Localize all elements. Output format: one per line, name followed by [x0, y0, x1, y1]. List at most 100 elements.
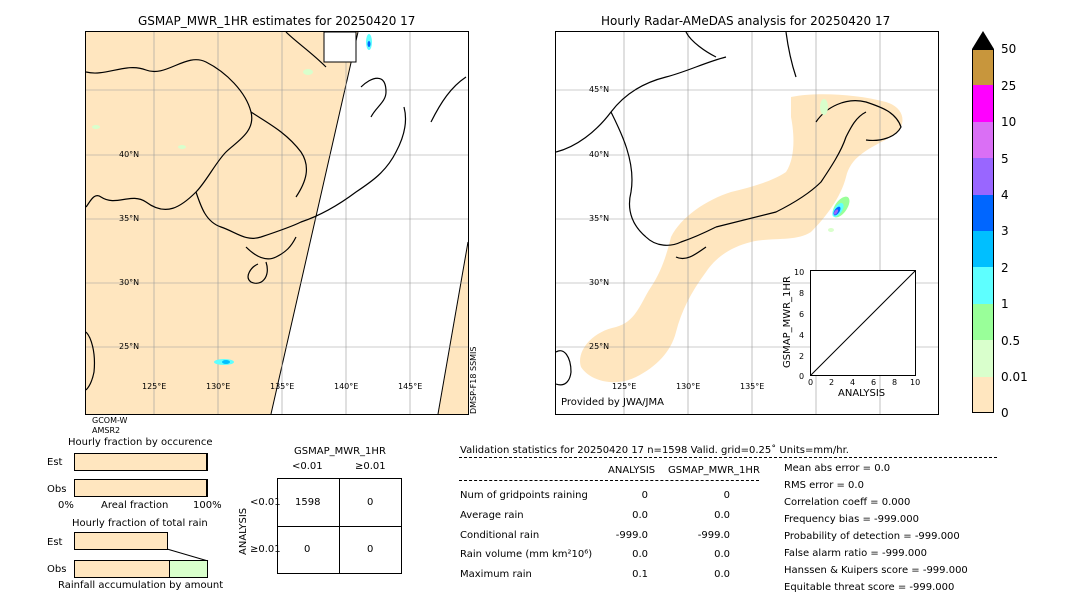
score-corr: Correlation coeff = 0.000	[784, 497, 911, 508]
colorbar-label-3: 3	[1001, 224, 1009, 238]
right-lat-label-25: 25°N	[589, 342, 610, 351]
contingency-grid	[277, 478, 402, 574]
scatter-xtick-0: 0	[808, 378, 814, 387]
colorbar-frame	[972, 49, 994, 413]
colorbar-label-0-01: 0.01	[1001, 370, 1028, 384]
colorbar-label-0: 0	[1001, 406, 1009, 420]
left-map-title: GSMAP_MWR_1HR estimates for 20250420 17	[138, 14, 416, 28]
validation-row-label: Average rain	[460, 510, 524, 521]
scatter-plot	[810, 270, 916, 376]
scatter-xtick-2: 2	[829, 378, 835, 387]
validation-row-gsmap: 0.0	[714, 510, 730, 521]
validation-row-label: Num of gridpoints raining	[460, 490, 588, 501]
scatter-xtick-6: 6	[871, 378, 877, 387]
contingency-row-axis: ANALYSIS	[238, 507, 249, 555]
left-lat-label-35: 35°N	[119, 214, 140, 223]
left-lon-label-125: 125°E	[142, 382, 167, 391]
right-lat-label-35: 35°N	[589, 214, 610, 223]
occurrence-title: Hourly fraction by occurence	[68, 437, 213, 448]
left-lon-label-130: 130°E	[206, 382, 231, 391]
scatter-xlabel: ANALYSIS	[838, 388, 886, 399]
colorbar-label-50: 50	[1001, 42, 1017, 56]
scatter-ylabel: GSMAP_MWR_1HR	[782, 276, 793, 368]
occurrence-obs-label: Obs	[47, 484, 67, 495]
colorbar-label-5: 5	[1001, 152, 1009, 166]
validation-row-label: Rain volume (mm km²10⁶)	[460, 549, 593, 560]
contingency-cell-fn: 0	[304, 544, 311, 555]
score-rmse: RMS error = 0.0	[784, 480, 864, 491]
scatter-xtick-10: 10	[910, 378, 921, 387]
contingency-cell-tp: 0	[367, 544, 374, 555]
right-lon-label-125: 125°E	[612, 382, 637, 391]
left-lon-label-135: 135°E	[270, 382, 295, 391]
score-far: False alarm ratio = -999.000	[784, 548, 927, 559]
left-lat-label-30: 30°N	[119, 278, 140, 287]
scatter-ytick-2: 2	[799, 352, 805, 361]
contingency-cell-tn: 1598	[295, 497, 321, 508]
right-map-title: Hourly Radar-AMeDAS analysis for 2025042…	[601, 14, 891, 28]
right-map: 45°N 40°N 35°N 30°N 25°N 125°E 130°E 135…	[555, 31, 939, 415]
rainfraction-title: Hourly fraction of total rain	[72, 518, 208, 529]
left-map-canvas	[86, 32, 468, 414]
colorbar-extend-arrow	[972, 31, 994, 49]
contingency-col-ge: ≥0.01	[355, 461, 386, 472]
occurrence-est-label: Est	[47, 457, 63, 468]
validation-divider	[459, 457, 997, 458]
sat-label-dmsp: DMSP-F18 SSMIS	[469, 346, 478, 415]
validation-row-label: Conditional rain	[460, 530, 540, 541]
scatter-ytick-10: 10	[794, 268, 805, 277]
colorbar-label-4: 4	[1001, 188, 1009, 202]
rainfraction-connector	[166, 548, 209, 562]
contingency-cell-fp: 0	[367, 497, 374, 508]
validation-row-analysis: 0.1	[632, 569, 648, 580]
sat-label-amsr2: AMSR2	[92, 426, 121, 435]
scatter-reference-line	[811, 271, 915, 375]
occurrence-xtick-left: 0%	[58, 500, 74, 511]
scatter-ytick-8: 8	[799, 289, 805, 298]
scatter-ytick-4: 4	[799, 331, 805, 340]
validation-row-analysis: 0.0	[632, 510, 648, 521]
validation-col-gsmap: GSMAP_MWR_1HR	[668, 465, 760, 476]
scatter-ytick-6: 6	[799, 310, 805, 319]
left-lat-label-40: 40°N	[119, 150, 140, 159]
colorbar-label-25: 25	[1001, 79, 1017, 93]
contingency-row-lt: <0.01	[250, 497, 281, 508]
validation-col-divider	[459, 480, 759, 481]
occurrence-est-frame	[74, 453, 208, 471]
validation-row-gsmap: 0.0	[714, 569, 730, 580]
sat-label-gcomw: GCOM-W	[92, 416, 128, 425]
rainfraction-est-bar	[74, 532, 168, 550]
contingency-row-ge: ≥0.01	[250, 544, 281, 555]
colorbar-label-1: 1	[1001, 297, 1009, 311]
contingency-col-lt: <0.01	[292, 461, 323, 472]
right-lat-label-45: 45°N	[589, 85, 610, 94]
validation-row-analysis: -999.0	[615, 530, 648, 541]
score-freq-bias: Frequency bias = -999.000	[784, 514, 919, 525]
scatter-xtick-8: 8	[892, 378, 898, 387]
validation-row-analysis: 0	[641, 490, 648, 501]
left-lat-label-25: 25°N	[119, 342, 140, 351]
rainfraction-obs-bar-high	[170, 561, 207, 577]
validation-row-gsmap: -999.0	[697, 530, 730, 541]
left-lon-label-145: 145°E	[398, 382, 423, 391]
colorbar-label-2: 2	[1001, 261, 1009, 275]
right-lat-label-40: 40°N	[589, 150, 610, 159]
right-lon-label-135: 135°E	[740, 382, 765, 391]
validation-header: Validation statistics for 20250420 17 n=…	[460, 445, 849, 456]
score-pod: Probability of detection = -999.000	[784, 531, 960, 542]
rainfraction-est-label: Est	[47, 537, 63, 548]
radar-credit: Provided by JWA/JMA	[561, 397, 664, 408]
validation-row-gsmap: 0	[723, 490, 730, 501]
occurrence-obs-frame	[74, 479, 208, 497]
rainfraction-obs-frame	[74, 560, 208, 578]
validation-row-gsmap: 0.0	[714, 549, 730, 560]
right-lon-label-130: 130°E	[676, 382, 701, 391]
occurrence-xlabel: Areal fraction	[101, 500, 169, 511]
scatter-xtick-4: 4	[850, 378, 856, 387]
left-map: 40°N 35°N 30°N 25°N 125°E 130°E 135°E 14…	[85, 31, 469, 415]
occurrence-xtick-right: 100%	[193, 500, 222, 511]
left-lon-label-140: 140°E	[334, 382, 359, 391]
occurrence-obs-bar	[75, 480, 207, 496]
validation-col-analysis: ANALYSIS	[608, 465, 656, 476]
rainfraction-obs-bar-low	[75, 561, 170, 577]
